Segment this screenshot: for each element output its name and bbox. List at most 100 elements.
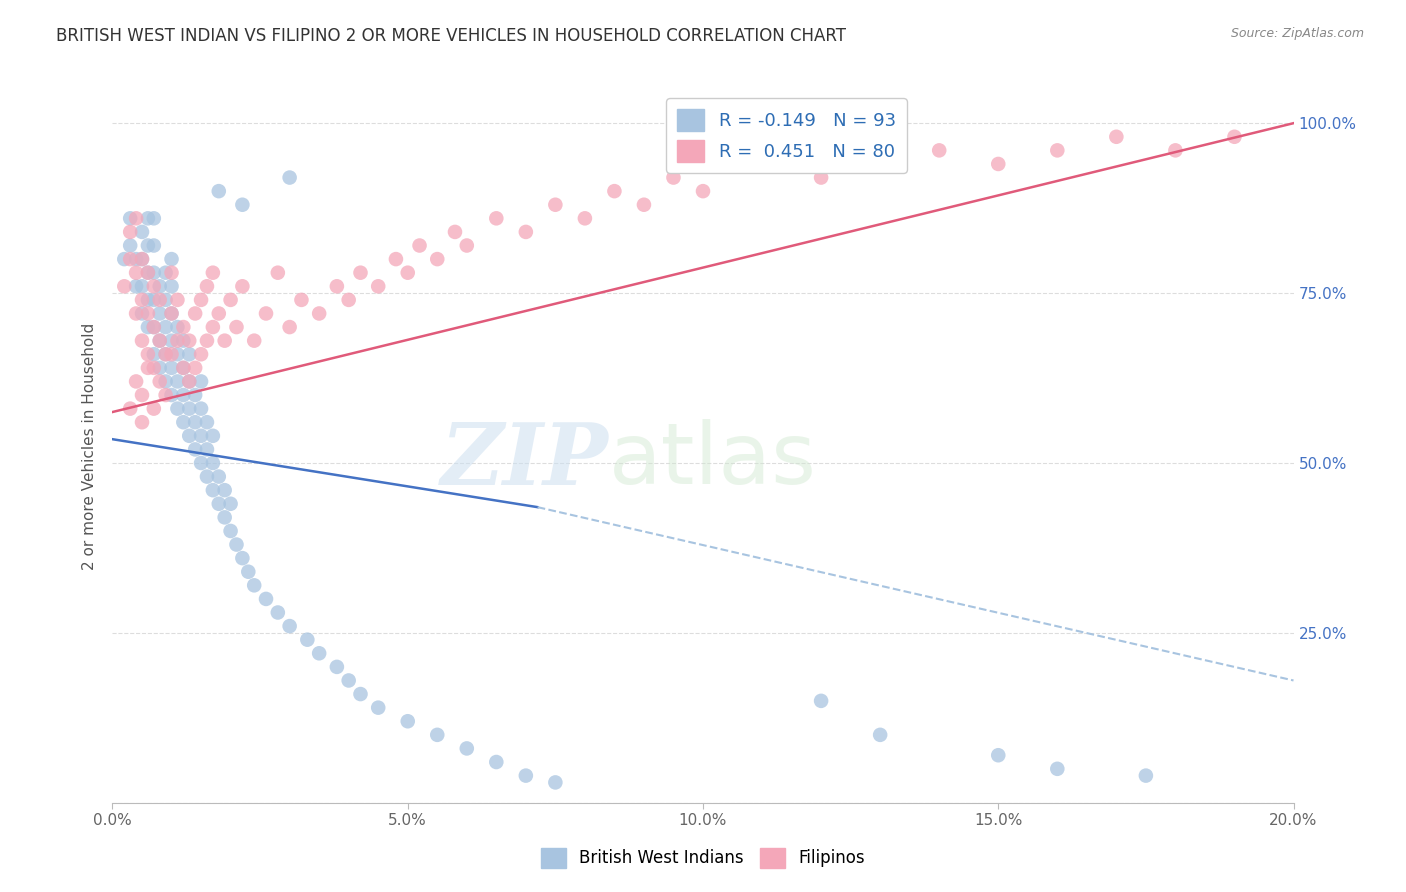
Point — [131, 252, 153, 266]
Point — [195, 442, 218, 457]
Point — [574, 211, 596, 226]
Point — [426, 252, 449, 266]
Point — [172, 360, 194, 375]
Point — [112, 252, 135, 266]
Point — [131, 334, 153, 348]
Point — [190, 375, 212, 389]
Point — [155, 347, 177, 361]
Point — [120, 252, 142, 266]
Point — [456, 238, 478, 252]
Point — [125, 279, 148, 293]
Point — [142, 320, 165, 334]
Point — [125, 252, 148, 266]
Point — [131, 293, 153, 307]
Point — [367, 700, 389, 714]
Point — [367, 279, 389, 293]
Point — [190, 429, 212, 443]
Point — [112, 279, 135, 293]
Point — [396, 266, 419, 280]
Point — [1046, 762, 1069, 776]
Point — [160, 334, 183, 348]
Point — [201, 429, 224, 443]
Point — [267, 266, 290, 280]
Point — [166, 375, 188, 389]
Point — [172, 320, 194, 334]
Point — [1046, 144, 1069, 158]
Point — [349, 266, 371, 280]
Point — [408, 238, 430, 252]
Point — [225, 537, 247, 551]
Point — [160, 306, 183, 320]
Point — [136, 238, 159, 252]
Point — [633, 198, 655, 212]
Point — [149, 279, 172, 293]
Point — [149, 360, 172, 375]
Point — [219, 524, 242, 538]
Point — [278, 320, 301, 334]
Point — [160, 266, 183, 280]
Point — [444, 225, 467, 239]
Point — [243, 578, 266, 592]
Point — [160, 306, 183, 320]
Point — [515, 225, 537, 239]
Point — [136, 306, 159, 320]
Point — [166, 293, 188, 307]
Point — [326, 279, 349, 293]
Point — [751, 157, 773, 171]
Point — [278, 170, 301, 185]
Point — [142, 293, 165, 307]
Point — [131, 306, 153, 320]
Point — [125, 266, 148, 280]
Point — [1105, 129, 1128, 144]
Point — [326, 660, 349, 674]
Text: BRITISH WEST INDIAN VS FILIPINO 2 OR MORE VEHICLES IN HOUSEHOLD CORRELATION CHAR: BRITISH WEST INDIAN VS FILIPINO 2 OR MOR… — [56, 27, 846, 45]
Point — [155, 388, 177, 402]
Point — [136, 293, 159, 307]
Point — [142, 320, 165, 334]
Point — [195, 279, 218, 293]
Point — [290, 293, 312, 307]
Point — [208, 497, 231, 511]
Point — [219, 293, 242, 307]
Point — [1223, 129, 1246, 144]
Point — [243, 334, 266, 348]
Point — [120, 401, 142, 416]
Point — [179, 429, 201, 443]
Point — [385, 252, 408, 266]
Point — [136, 266, 159, 280]
Point — [131, 279, 153, 293]
Point — [278, 619, 301, 633]
Point — [179, 334, 201, 348]
Y-axis label: 2 or more Vehicles in Household: 2 or more Vehicles in Household — [82, 322, 97, 570]
Point — [172, 334, 194, 348]
Point — [142, 266, 165, 280]
Point — [869, 728, 891, 742]
Text: ZIP: ZIP — [440, 418, 609, 502]
Point — [219, 497, 242, 511]
Point — [456, 741, 478, 756]
Point — [426, 728, 449, 742]
Point — [254, 591, 277, 606]
Point — [515, 769, 537, 783]
Point — [166, 401, 188, 416]
Point — [136, 360, 159, 375]
Point — [195, 334, 218, 348]
Point — [603, 184, 626, 198]
Point — [136, 266, 159, 280]
Point — [131, 225, 153, 239]
Point — [142, 401, 165, 416]
Point — [166, 334, 188, 348]
Point — [149, 334, 172, 348]
Point — [190, 456, 212, 470]
Point — [179, 375, 201, 389]
Point — [195, 469, 218, 483]
Point — [149, 293, 172, 307]
Point — [125, 211, 148, 226]
Point — [662, 170, 685, 185]
Point — [155, 320, 177, 334]
Point — [155, 293, 177, 307]
Point — [172, 415, 194, 429]
Point — [231, 279, 253, 293]
Point — [136, 211, 159, 226]
Point — [987, 748, 1010, 763]
